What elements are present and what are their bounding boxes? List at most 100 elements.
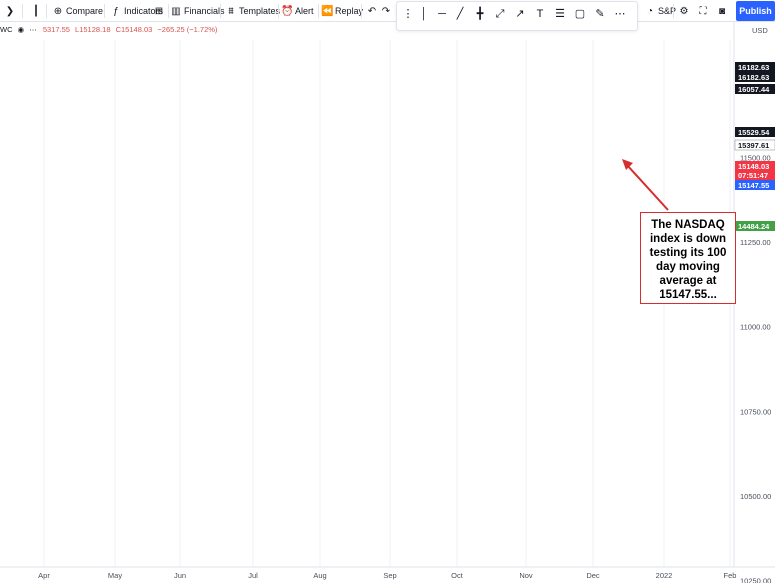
price-tick-label: 11500.00 — [740, 153, 771, 162]
financials-icon: ▥ — [171, 6, 181, 17]
replay-button[interactable]: ⏪ Replay — [321, 3, 363, 19]
eye-icon[interactable]: ◉ — [17, 25, 25, 34]
fullscreen-button[interactable]: ⛶ — [697, 3, 711, 19]
fullscreen-icon: ⛶ — [699, 6, 707, 17]
replay-label: Replay — [335, 6, 364, 16]
price-flag — [735, 127, 775, 137]
compare-button[interactable]: ⊕ Compare — [52, 3, 103, 19]
time-tick-label: May — [108, 571, 122, 580]
price-tick-label: 11250.00 — [740, 238, 771, 247]
toolbar-divider — [361, 4, 362, 18]
vertical-line-icon[interactable]: │ — [420, 8, 428, 20]
templates-icon: ⩩ — [228, 6, 234, 17]
cross-line-icon[interactable]: ╋ — [476, 8, 484, 20]
toolbar-divider — [168, 4, 169, 18]
rewind-icon: ⏪ — [321, 6, 334, 17]
legend-prefix: WC — [0, 25, 13, 34]
price-flag — [735, 62, 775, 72]
toolbar-divider — [673, 4, 674, 18]
arrow-head — [622, 159, 633, 170]
price-flag-label: 15529.54 — [738, 128, 770, 137]
toolbar-divider — [318, 4, 319, 18]
more-tools-icon[interactable]: ⋯ — [614, 8, 626, 20]
trend-line-icon[interactable]: ╱ — [456, 8, 464, 20]
templates-label: Templates — [239, 6, 281, 16]
arrow-tool-icon[interactable]: ↗ — [515, 8, 525, 20]
undo-button[interactable]: ↶ — [366, 3, 380, 19]
fib-icon[interactable]: ☰ — [555, 8, 565, 20]
price-flag — [735, 180, 775, 190]
more-icon[interactable]: ⋯ — [29, 25, 37, 34]
brush-icon[interactable]: ✎ — [595, 8, 605, 20]
bar-style-button[interactable]: ┃ — [30, 3, 44, 19]
price-flag — [734, 139, 775, 151]
price-flag-label: 16182.63 — [738, 63, 769, 72]
ray-icon[interactable]: ⤢ — [495, 8, 505, 20]
time-tick-label: Oct — [451, 571, 464, 580]
financials-button[interactable]: ▥ Financials — [170, 3, 224, 19]
price-tick-label: 10250.00 — [740, 577, 771, 583]
text-icon[interactable]: T — [536, 8, 544, 20]
time-tick-label: Feb — [724, 571, 737, 580]
price-flag-label: 15397.61 — [738, 141, 769, 150]
arrow-shaft — [626, 164, 669, 211]
drawing-toolbar: ⋮ │ ─ ╱ ╋ ⤢ ↗ T ☰ ▢ ✎ ⋯ — [396, 1, 638, 31]
rectangle-icon[interactable]: ▢ — [574, 8, 586, 20]
undo-icon: ↶ — [367, 6, 377, 17]
price-tick-label: 10750.00 — [740, 407, 771, 416]
indicators-label: Indicators — [124, 6, 164, 16]
time-tick-label: Jul — [248, 571, 258, 580]
annotation-callout: The NASDAQ index is down testing its 100… — [640, 212, 736, 304]
price-flag-label: 15148.03 — [738, 162, 769, 171]
toolbar-divider — [220, 4, 221, 18]
price-flag — [735, 170, 775, 180]
time-tick-label: Nov — [519, 571, 533, 580]
templates-button[interactable]: ⩩ Templates — [225, 3, 280, 19]
alert-button[interactable]: ⏰ Alert — [281, 3, 314, 19]
price-flag-label: 14484.24 — [738, 222, 770, 231]
price-tick-label: 10500.00 — [740, 492, 771, 501]
toolbar-divider — [46, 4, 47, 18]
settings-button[interactable]: ⚙ — [678, 3, 692, 19]
sp-compare-button[interactable]: ◔ S&P — [644, 3, 676, 19]
price-flag-label: 15147.55 — [738, 181, 769, 190]
price-flag-label: 16057.44 — [738, 85, 770, 94]
price-flag — [735, 161, 775, 171]
toolbar-divider — [278, 4, 279, 18]
symbol-search-button[interactable]: ❯ — [4, 3, 18, 19]
currency-label: USD — [752, 26, 768, 35]
redo-button[interactable]: ↷ — [380, 3, 394, 19]
grid-icon: ⊞ — [154, 6, 164, 17]
price-flag — [735, 72, 775, 82]
alarm-clock-icon: ⏰ — [281, 6, 294, 17]
time-tick-label: Jun — [174, 571, 186, 580]
axis-background — [734, 22, 775, 567]
time-tick-label: Dec — [586, 571, 600, 580]
indicators-button[interactable]: ƒ Indicators — [110, 3, 163, 19]
legend-low: L15128.18 — [75, 25, 111, 34]
price-tick-label: 11000.00 — [740, 323, 771, 332]
plus-circle-icon: ⊕ — [53, 6, 63, 17]
time-tick-label: Sep — [383, 571, 396, 580]
toolbar-divider — [104, 4, 105, 18]
snapshot-button[interactable]: ◙ — [716, 3, 730, 19]
price-flag-label: 07:51:47 — [738, 171, 768, 180]
time-tick-label: 2022 — [656, 571, 673, 580]
sp-icon: ◔ — [646, 6, 654, 17]
toolbar-divider — [22, 4, 23, 18]
chart-grid — [43, 40, 731, 567]
price-axis[interactable]: 16500.0016250.0016000.0015750.0015500.00… — [716, 22, 775, 583]
ohlc-legend: WC ◉ ⋯ 5317.55 L15128.18 C15148.03 −265.… — [0, 23, 217, 37]
publish-button[interactable]: Publish — [736, 1, 775, 21]
legend-close: C15148.03 — [115, 25, 153, 34]
drag-handle-icon[interactable]: ⋮ — [402, 8, 414, 20]
price-flag-label: 16182.63 — [738, 73, 769, 82]
chevron-icon: ❯ — [5, 6, 15, 17]
price-flag — [735, 221, 775, 231]
time-axis[interactable]: Apr May Jun Jul Aug Sep Oct Nov Dec 2022 Feb — [0, 566, 775, 580]
horizontal-line-icon[interactable]: ─ — [438, 8, 446, 20]
candles-icon: ┃ — [32, 6, 40, 17]
callout-arrow — [622, 159, 669, 211]
layout-button[interactable]: ⊞ — [153, 3, 167, 19]
time-tick-label: Apr — [38, 571, 50, 580]
